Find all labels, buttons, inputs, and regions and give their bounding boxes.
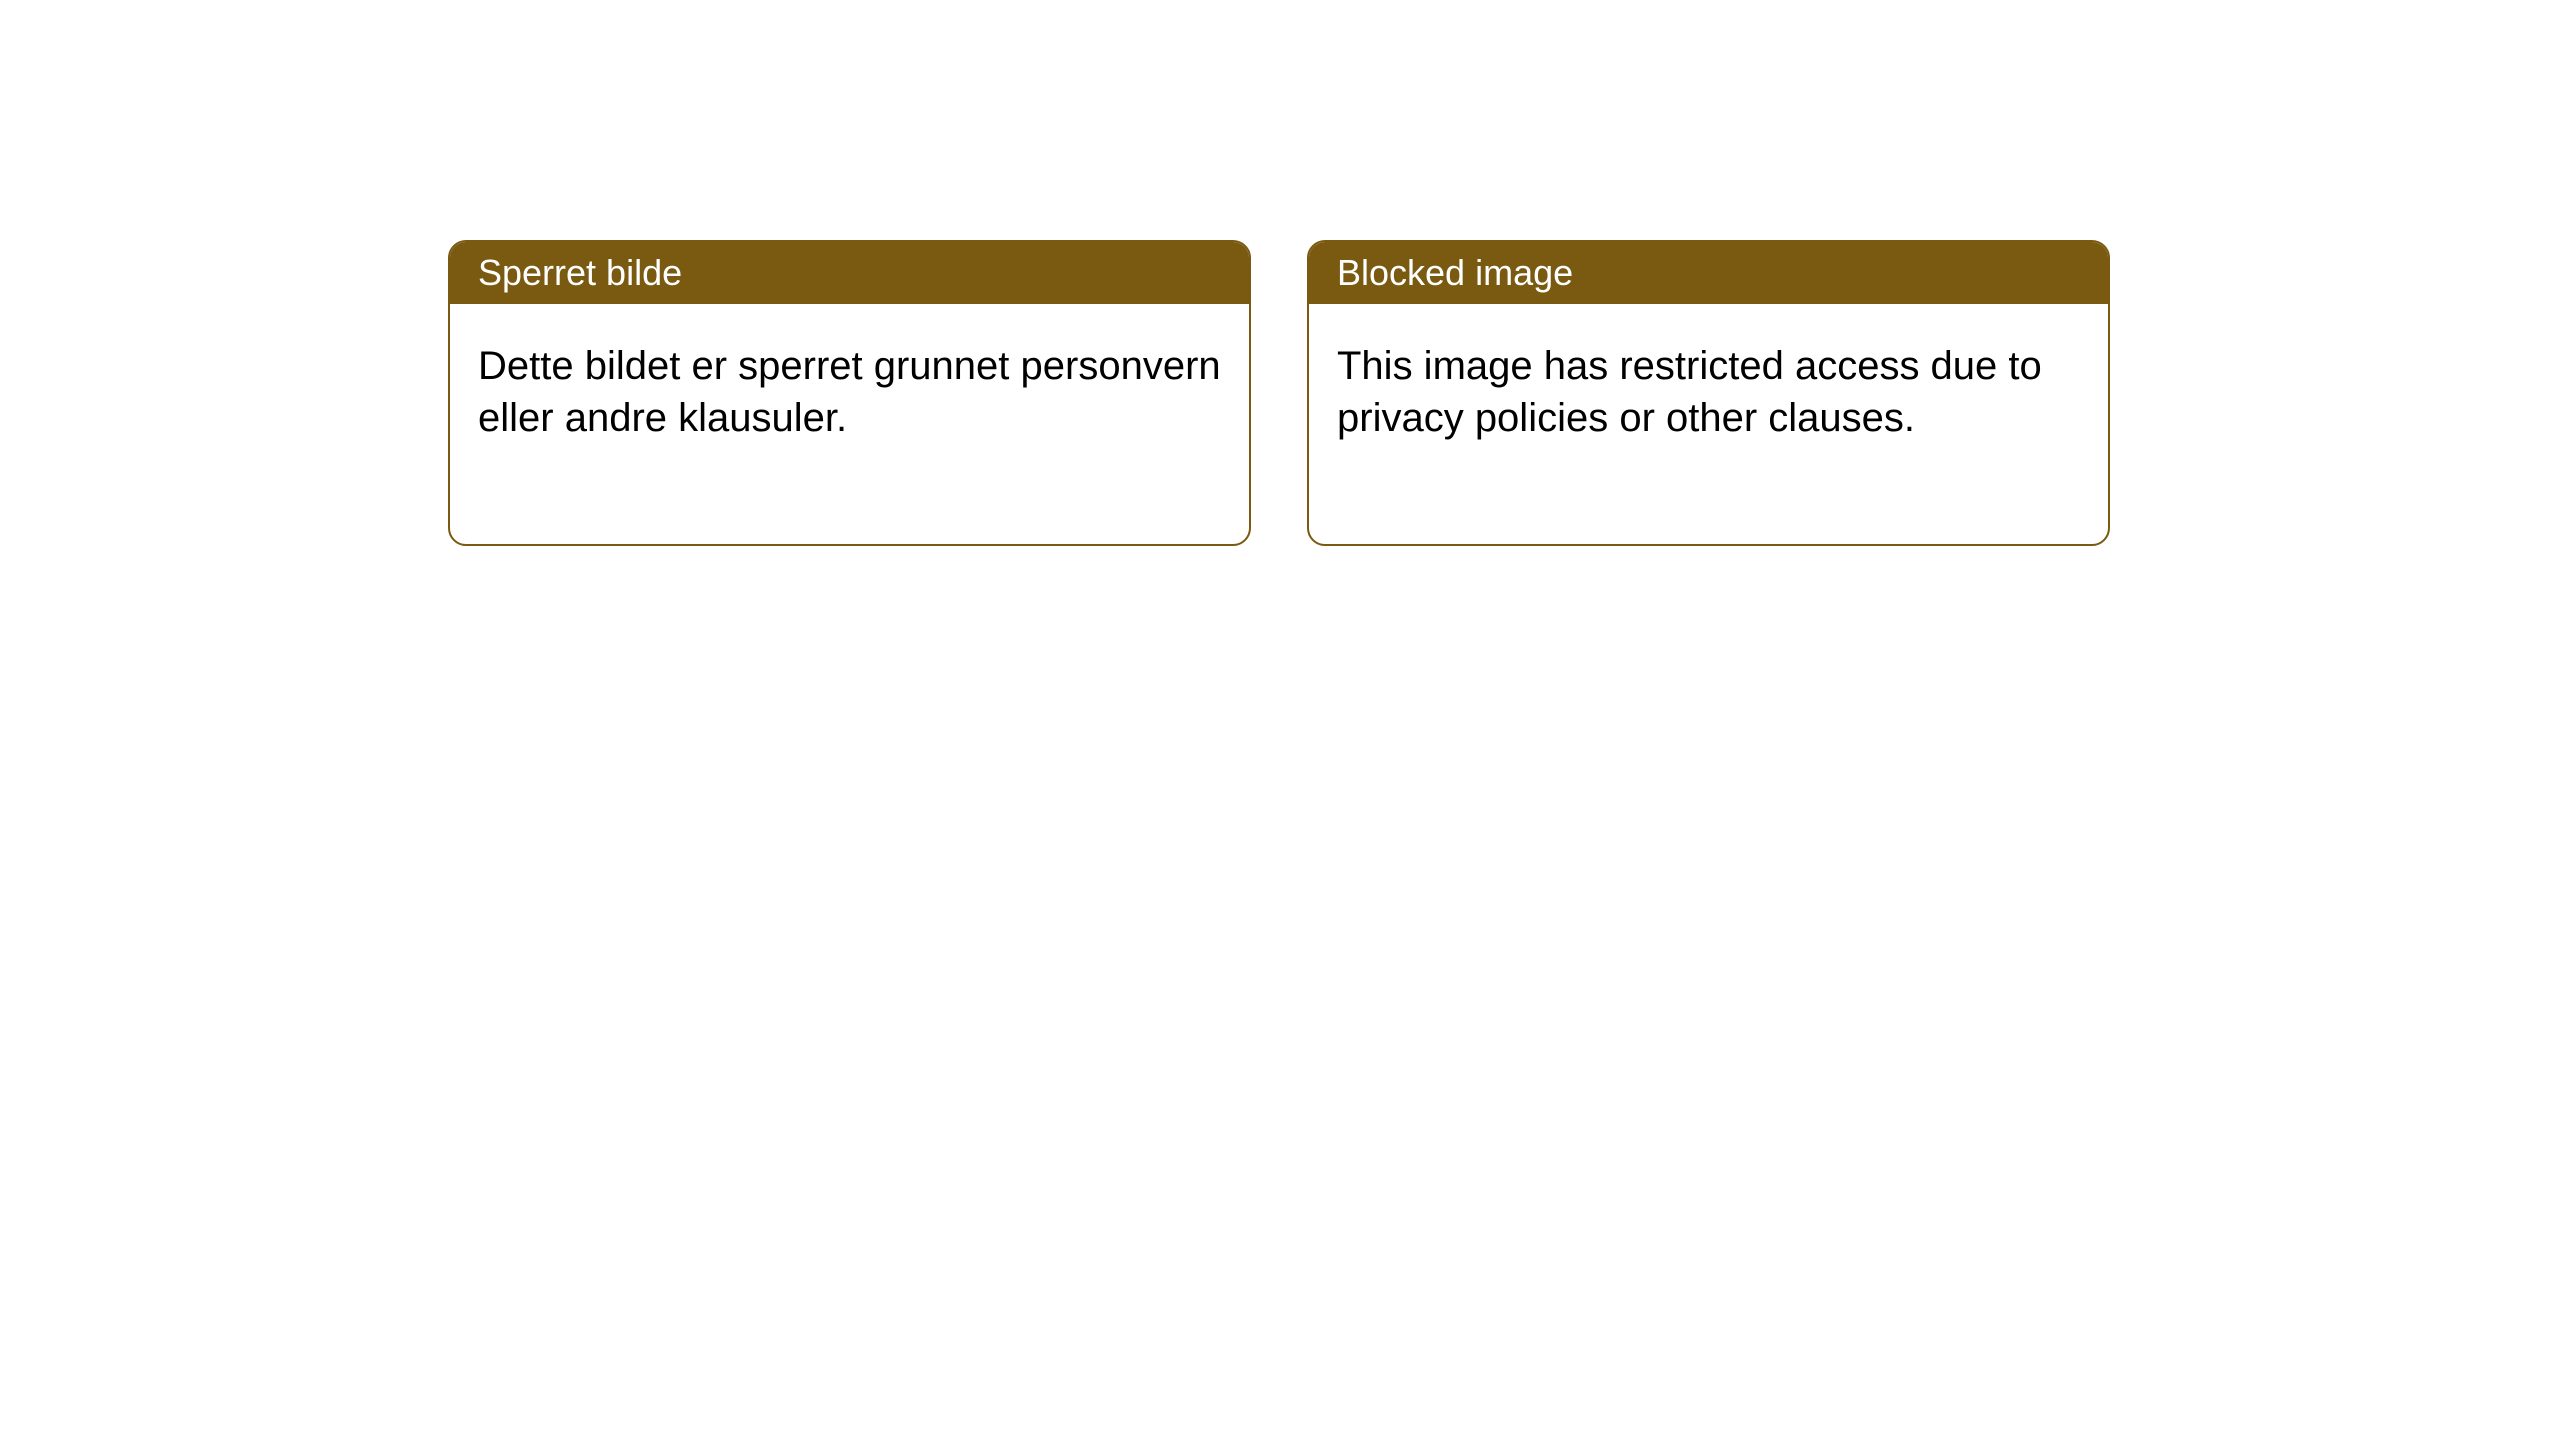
notice-body-text: Dette bildet er sperret grunnet personve…: [478, 344, 1221, 440]
notice-body: This image has restricted access due to …: [1309, 304, 2108, 544]
notice-card-english: Blocked image This image has restricted …: [1307, 240, 2110, 546]
notice-body-text: This image has restricted access due to …: [1337, 344, 2042, 440]
notice-header: Blocked image: [1309, 242, 2108, 304]
notice-title: Blocked image: [1337, 252, 1573, 293]
notice-header: Sperret bilde: [450, 242, 1249, 304]
notice-card-norwegian: Sperret bilde Dette bildet er sperret gr…: [448, 240, 1251, 546]
notice-container: Sperret bilde Dette bildet er sperret gr…: [448, 240, 2110, 546]
notice-title: Sperret bilde: [478, 252, 682, 293]
notice-body: Dette bildet er sperret grunnet personve…: [450, 304, 1249, 544]
